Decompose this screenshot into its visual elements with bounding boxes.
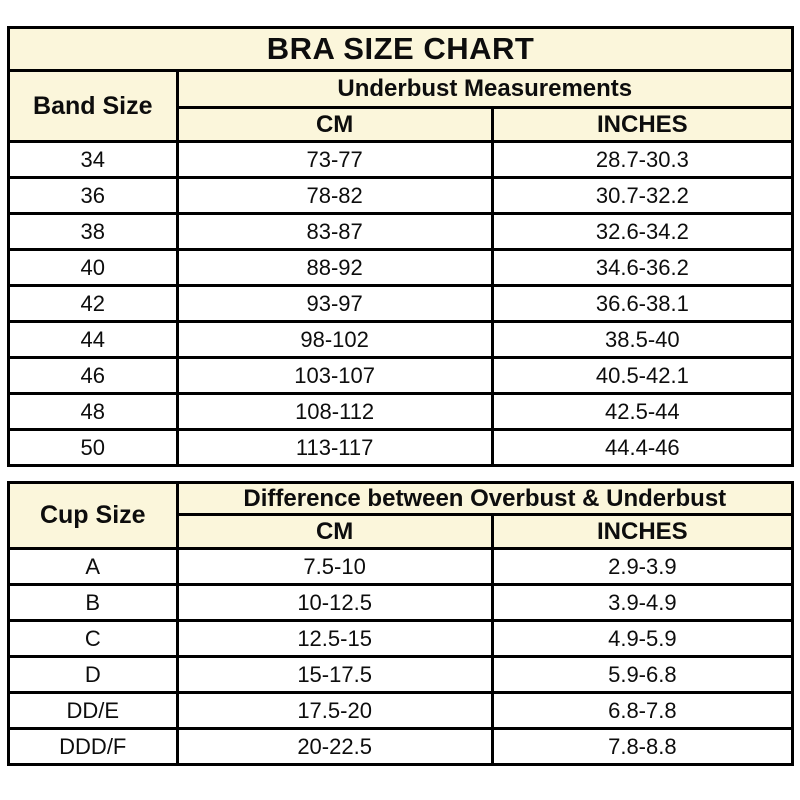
table-row: 48 108-112 42.5-44	[7, 392, 795, 431]
underbust-measurements-header: Underbust Measurements	[175, 69, 795, 109]
table-row: 34 73-77 28.7-30.3	[7, 140, 795, 179]
table-cell-cm: 88-92	[175, 248, 494, 287]
band-cm-column-header: CM	[175, 106, 494, 143]
table-cell-inches: 32.6-34.2	[490, 212, 795, 251]
table-cell-label: C	[7, 619, 179, 658]
cup-inches-column-header: INCHES	[490, 513, 795, 550]
difference-overbust-underbust-header: Difference between Overbust & Underbust	[175, 481, 795, 516]
table-row: 40 88-92 34.6-36.2	[7, 248, 795, 287]
table-cell-label: B	[7, 583, 179, 622]
table-cell-inches: 44.4-46	[490, 428, 795, 467]
chart-title-row: BRA SIZE CHART	[7, 26, 794, 72]
table-cell-cm: 93-97	[175, 284, 494, 323]
table-cell-label: 50	[7, 428, 179, 467]
size-chart-sheet: BRA SIZE CHART Band Size Underbust Measu…	[7, 26, 795, 766]
band-size-rows: 34 73-77 28.7-30.3 36 78-82 30.7-32.2 38 83-87 3…	[7, 140, 795, 467]
table-cell-label: 46	[7, 356, 179, 395]
table-cell-cm: 15-17.5	[175, 655, 494, 694]
table-cell-inches: 7.8-8.8	[490, 727, 795, 766]
table-row: A 7.5-10 2.9-3.9	[7, 547, 795, 586]
table-row: 38 83-87 32.6-34.2	[7, 212, 795, 251]
table-row: 36 78-82 30.7-32.2	[7, 176, 795, 215]
table-row: DDD/F 20-22.5 7.8-8.8	[7, 727, 795, 766]
table-row: DD/E 17.5-20 6.8-7.8	[7, 691, 795, 730]
table-cell-label: 34	[7, 140, 179, 179]
band-subheader-row: CM INCHES	[9, 106, 795, 143]
table-cell-cm: 98-102	[175, 320, 494, 359]
table-cell-label: 42	[7, 284, 179, 323]
table-cell-inches: 36.6-38.1	[490, 284, 795, 323]
table-cell-inches: 3.9-4.9	[490, 583, 795, 622]
band-size-table: BRA SIZE CHART Band Size Underbust Measu…	[7, 26, 795, 467]
table-cell-inches: 38.5-40	[490, 320, 795, 359]
cup-size-header: Cup Size	[7, 481, 179, 550]
table-cell-label: 48	[7, 392, 179, 431]
cup-cm-column-header: CM	[175, 513, 494, 550]
table-cell-label: DD/E	[7, 691, 179, 730]
cup-size-rows: A 7.5-10 2.9-3.9 B 10-12.5 3.9-4.9 C 12.5-15 4.9…	[7, 547, 795, 766]
table-cell-label: A	[7, 547, 179, 586]
table-row: D 15-17.5 5.9-6.8	[7, 655, 795, 694]
table-cell-label: D	[7, 655, 179, 694]
table-row: 46 103-107 40.5-42.1	[7, 356, 795, 395]
table-cell-label: 40	[7, 248, 179, 287]
band-group-header-row: Band Size Underbust Measurements	[7, 69, 795, 143]
table-cell-inches: 4.9-5.9	[490, 619, 795, 658]
table-cell-cm: 20-22.5	[175, 727, 494, 766]
cup-size-table: Cup Size Difference between Overbust & U…	[7, 481, 795, 766]
table-cell-inches: 5.9-6.8	[490, 655, 795, 694]
table-cell-inches: 34.6-36.2	[490, 248, 795, 287]
table-cell-cm: 10-12.5	[175, 583, 494, 622]
table-cell-label: DDD/F	[7, 727, 179, 766]
table-row: 50 113-117 44.4-46	[7, 428, 795, 467]
table-cell-cm: 12.5-15	[175, 619, 494, 658]
cup-subheader-row: CM INCHES	[9, 513, 795, 550]
table-cell-inches: 28.7-30.3	[490, 140, 795, 179]
table-cell-inches: 30.7-32.2	[490, 176, 795, 215]
table-row: 42 93-97 36.6-38.1	[7, 284, 795, 323]
table-cell-inches: 40.5-42.1	[490, 356, 795, 395]
table-cell-label: 38	[7, 212, 179, 251]
table-cell-label: 44	[7, 320, 179, 359]
table-cell-cm: 78-82	[175, 176, 494, 215]
band-inches-column-header: INCHES	[490, 106, 795, 143]
table-cell-inches: 2.9-3.9	[490, 547, 795, 586]
table-cell-inches: 42.5-44	[490, 392, 795, 431]
table-gap	[7, 467, 794, 481]
table-cell-cm: 17.5-20	[175, 691, 494, 730]
table-cell-cm: 73-77	[175, 140, 494, 179]
table-cell-cm: 83-87	[175, 212, 494, 251]
table-cell-cm: 7.5-10	[175, 547, 494, 586]
table-row: B 10-12.5 3.9-4.9	[7, 583, 795, 622]
cup-group-header-row: Cup Size Difference between Overbust & U…	[7, 481, 795, 550]
table-cell-cm: 113-117	[175, 428, 494, 467]
table-cell-cm: 103-107	[175, 356, 494, 395]
chart-title: BRA SIZE CHART	[7, 26, 794, 72]
table-row: 44 98-102 38.5-40	[7, 320, 795, 359]
band-size-header: Band Size	[7, 69, 179, 143]
table-cell-inches: 6.8-7.8	[490, 691, 795, 730]
table-cell-cm: 108-112	[175, 392, 494, 431]
table-cell-label: 36	[7, 176, 179, 215]
table-row: C 12.5-15 4.9-5.9	[7, 619, 795, 658]
